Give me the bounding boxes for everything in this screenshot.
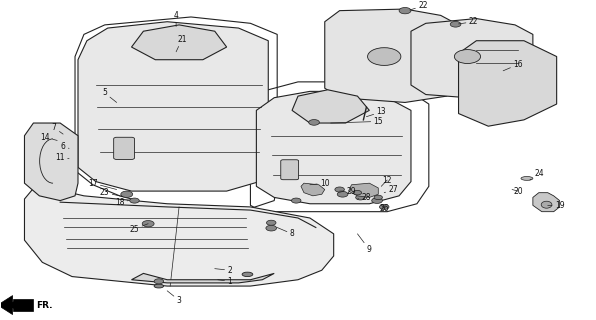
Text: 4: 4 [173,11,179,27]
Text: 13: 13 [367,108,386,117]
Text: 29: 29 [340,187,356,196]
Ellipse shape [521,177,533,180]
Text: 3: 3 [167,291,182,305]
Text: 22: 22 [410,1,427,10]
Text: 11: 11 [55,153,69,162]
Polygon shape [256,92,411,204]
Polygon shape [411,19,533,99]
Text: 8: 8 [277,228,294,238]
Circle shape [309,120,319,125]
Ellipse shape [154,284,164,288]
Circle shape [450,21,461,27]
Polygon shape [325,9,458,102]
Text: 2: 2 [215,266,232,275]
Text: 9: 9 [358,234,372,254]
Polygon shape [458,41,557,126]
Circle shape [335,187,344,192]
Circle shape [374,195,383,200]
Text: 7: 7 [52,123,63,134]
Text: 21: 21 [176,35,187,52]
Text: 26: 26 [380,204,389,213]
Text: 17: 17 [88,179,117,189]
Circle shape [337,191,348,197]
Polygon shape [533,193,560,212]
FancyBboxPatch shape [114,137,135,159]
Circle shape [130,198,139,203]
Text: FR.: FR. [36,300,53,309]
Polygon shape [132,273,274,283]
Polygon shape [301,183,325,196]
Text: 10: 10 [310,179,330,188]
Ellipse shape [242,272,253,276]
Circle shape [142,220,154,227]
Text: 25: 25 [130,224,148,234]
Text: 16: 16 [503,60,523,71]
Polygon shape [292,90,370,123]
Polygon shape [0,296,13,315]
Polygon shape [24,185,334,286]
Circle shape [291,198,301,203]
Circle shape [356,195,365,200]
Text: 22: 22 [458,17,478,26]
Text: 28: 28 [358,193,371,202]
Text: 12: 12 [381,175,392,186]
Polygon shape [13,300,33,311]
Text: 14: 14 [41,133,57,142]
Circle shape [380,204,389,210]
Polygon shape [349,183,378,197]
Text: 15: 15 [331,117,383,126]
Circle shape [368,48,401,65]
Circle shape [266,220,276,225]
Text: 20: 20 [512,187,523,196]
Text: 18: 18 [115,198,129,207]
Text: 27: 27 [384,185,398,194]
Circle shape [266,225,277,231]
Polygon shape [132,25,226,60]
Circle shape [121,191,133,197]
Text: 5: 5 [103,88,117,102]
Circle shape [399,7,411,14]
FancyBboxPatch shape [281,160,299,180]
Ellipse shape [541,201,552,208]
Circle shape [353,190,362,195]
Text: 23: 23 [100,188,123,197]
Circle shape [454,50,480,63]
Text: 24: 24 [530,169,544,180]
Text: 1: 1 [218,277,232,286]
Text: 19: 19 [548,201,564,210]
Polygon shape [78,22,268,191]
Circle shape [154,279,164,284]
Text: 6: 6 [61,142,69,151]
Polygon shape [24,123,78,201]
Circle shape [308,188,319,194]
Circle shape [372,198,383,204]
